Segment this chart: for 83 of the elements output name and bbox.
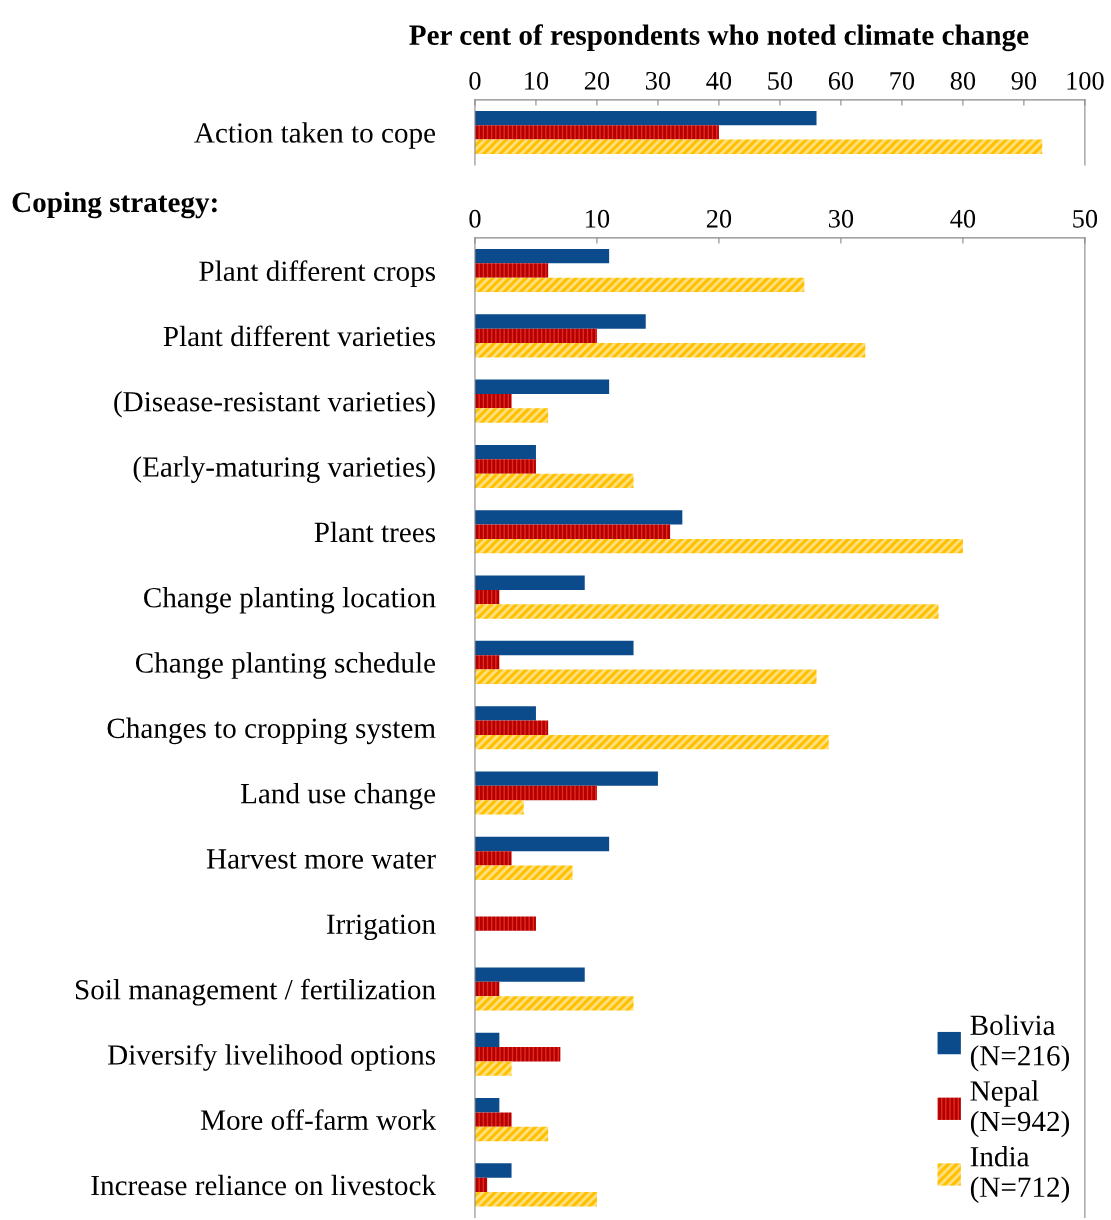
bar (474, 865, 573, 880)
y-tick-label: Plant different crops (199, 260, 436, 288)
bar (474, 640, 634, 656)
bar (474, 328, 597, 344)
legend-label: Bolivia (N=216) (970, 1014, 1070, 1072)
x-tick-label: 0 (469, 209, 481, 228)
x-tick-label: 30 (646, 71, 671, 90)
y-tick-label: Change planting location (144, 586, 436, 614)
bar (474, 314, 646, 329)
bar (474, 916, 536, 931)
y-tick-label: Increase reliance on livestock (91, 1174, 437, 1196)
x-tick-label: 90 (1011, 71, 1037, 90)
text: Coping strategy: (12, 191, 217, 219)
x-tick-label: 20 (706, 209, 732, 228)
bar (474, 851, 512, 866)
y-tick-label: Land use change (240, 782, 436, 810)
x-tick-label: 30 (828, 209, 854, 228)
x-tick-label: 100 (1067, 71, 1104, 90)
chart-title: Per cent of respondents who noted climate change (409, 24, 1029, 52)
bar (474, 771, 658, 786)
bar (474, 785, 597, 801)
x-tick-label: 50 (1073, 209, 1098, 228)
y-tick-label: Soil management / fertilization (75, 978, 436, 1006)
bar (474, 139, 1043, 154)
bar (474, 524, 671, 539)
bar (474, 1098, 500, 1113)
bar (474, 1061, 512, 1076)
bar (474, 836, 610, 852)
bar (474, 408, 549, 423)
bar (474, 1192, 597, 1207)
y-tick-label: (Early-maturing varieties) (133, 456, 435, 483)
bar (474, 669, 817, 684)
y-tick-label: Action taken to cope (194, 122, 436, 149)
x-tick-label: 10 (525, 71, 549, 90)
bar (474, 589, 500, 605)
bar (474, 110, 817, 126)
bar (474, 538, 963, 554)
bar (474, 473, 634, 489)
y-tick-label: Diversify livelihood options (107, 1044, 436, 1071)
bar (474, 510, 683, 525)
x-tick-label: 80 (950, 71, 976, 90)
bar (474, 1126, 549, 1142)
x-tick-label: 50 (768, 71, 793, 90)
bar (474, 277, 805, 293)
bar (474, 379, 610, 394)
y-tick-label: Irrigation (326, 914, 436, 941)
bar (474, 981, 500, 997)
bar (474, 263, 549, 278)
bar (474, 393, 512, 409)
y-tick-label: Change planting schedule (135, 652, 436, 679)
bar (474, 604, 939, 619)
y-tick-label: Harvest more water (206, 849, 436, 869)
x-tick-label: 70 (890, 71, 915, 90)
bar (474, 734, 829, 750)
bar (474, 459, 536, 474)
bar (474, 967, 585, 982)
legend-label: Nepal (N=942) (970, 1080, 1070, 1138)
y-tick-label: Changes to cropping system (107, 717, 436, 745)
bar (474, 706, 536, 721)
bar (474, 444, 536, 460)
bar (474, 720, 549, 735)
bar (474, 1112, 512, 1127)
bar (474, 655, 500, 670)
x-tick-label: 20 (584, 71, 610, 90)
bar (474, 1163, 512, 1178)
x-tick-label: 0 (469, 71, 481, 90)
bar (474, 125, 719, 140)
bar (474, 1032, 500, 1048)
legend-label: India (N=712) (970, 1146, 1070, 1203)
bar (474, 800, 524, 815)
y-tick-label: Plant trees (314, 521, 436, 543)
bar (474, 996, 634, 1011)
bar (474, 1047, 561, 1062)
bar (474, 575, 585, 590)
y-tick-label: Plant different varieties (163, 325, 436, 347)
x-tick-label: 40 (950, 209, 976, 228)
bar (474, 249, 610, 264)
x-tick-label: 40 (706, 71, 732, 90)
y-tick-label: More off-farm work (200, 1109, 437, 1130)
x-tick-label: 60 (828, 71, 854, 90)
bar (474, 343, 866, 358)
x-tick-label: 10 (586, 209, 610, 228)
y-tick-label: (Disease-resistant varieties) (114, 391, 435, 418)
